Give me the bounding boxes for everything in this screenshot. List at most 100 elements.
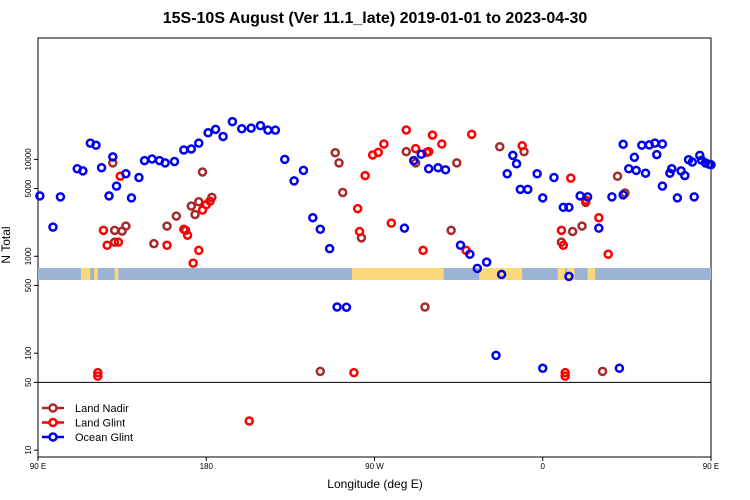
y-axis-label: N Total [0,226,13,263]
data-point [315,366,326,377]
y-tick-label: 5000 [24,179,33,197]
data-point [149,238,159,249]
legend-marker [48,417,58,428]
data-point [657,139,668,149]
series-ocean-glint [35,116,716,373]
data-point [427,130,438,140]
data-point [409,155,419,166]
data-point [603,249,613,259]
data-point [330,148,340,158]
land-band-segment [352,268,444,280]
data-point [689,192,699,202]
data-point [594,212,604,223]
data-point [360,170,370,181]
data-point [566,173,576,183]
legend-label: Ocean Glint [75,432,133,444]
data-point [556,225,567,236]
data-point [577,221,587,231]
legend-marker [48,403,58,413]
data-point [182,230,193,240]
data-point [472,263,483,274]
data-point [433,162,443,173]
data-point [379,139,389,149]
data-point [169,156,180,167]
data-point [455,240,466,250]
data-point [687,157,698,167]
data-point [188,258,198,268]
x-tick-label: 90 E [30,462,46,471]
data-point [515,184,526,195]
land-band-segment [114,268,119,280]
data-point [186,201,197,211]
data-point [558,240,569,250]
data-point [308,212,318,223]
data-point [517,141,527,151]
data-point [637,140,647,150]
data-point [96,162,107,173]
data-point [354,226,365,237]
y-tick-label: 100 [24,346,33,360]
data-point [538,363,548,373]
data-point [108,152,118,162]
data-point [607,192,617,202]
legend-label: Land Glint [75,418,125,430]
chart-title: 15S-10S August (Ver 11.1_late) 2019-01-0… [162,10,588,27]
data-point [437,139,447,149]
data-point [466,129,477,140]
data-point [289,176,299,186]
data-point [564,202,574,213]
data-point [481,257,492,267]
data-point [695,150,705,161]
data-point [227,116,238,127]
data-point [597,366,608,377]
data-point [109,225,120,236]
plot-frame [37,37,712,458]
data-point [334,158,344,168]
data-point [558,202,569,213]
data-point [465,249,475,259]
legend-label: Land Nadir [75,403,129,415]
data-point [575,191,585,201]
data-point [631,165,641,176]
data-point [111,181,122,191]
data-point [629,152,640,163]
data-point [420,302,430,312]
data-point [315,224,326,235]
data-point [538,193,548,203]
data-point [582,192,593,202]
data-point [496,269,507,280]
x-tick-label: 180 [200,462,214,471]
legend: Land Nadir Land Glint Ocean Glint [42,403,133,444]
data-point [109,237,120,247]
data-point [446,225,456,236]
data-point [270,125,281,135]
data-point [93,367,103,378]
data-point [121,169,131,179]
data-point [91,140,101,150]
data-point [160,158,170,168]
data-point [280,154,290,165]
data-point [612,171,623,181]
data-point [121,221,131,231]
data-points [35,116,716,426]
legend-marker [48,432,58,442]
data-point [401,146,412,157]
data-point [452,158,462,168]
data-point [549,172,559,183]
data-point [423,164,434,174]
data-point [263,125,273,135]
y-tick-label: 10000 [24,148,33,171]
data-point [410,143,421,154]
land-band-segment [479,268,523,280]
data-point [399,223,410,233]
data-point [332,302,342,312]
data-point [341,302,352,313]
y-tick-label: 50 [24,377,33,386]
data-point [640,168,651,178]
data-point [237,123,247,134]
data-point [113,237,124,247]
data-point [502,169,512,179]
data-point [162,221,172,231]
data-point [680,170,690,181]
